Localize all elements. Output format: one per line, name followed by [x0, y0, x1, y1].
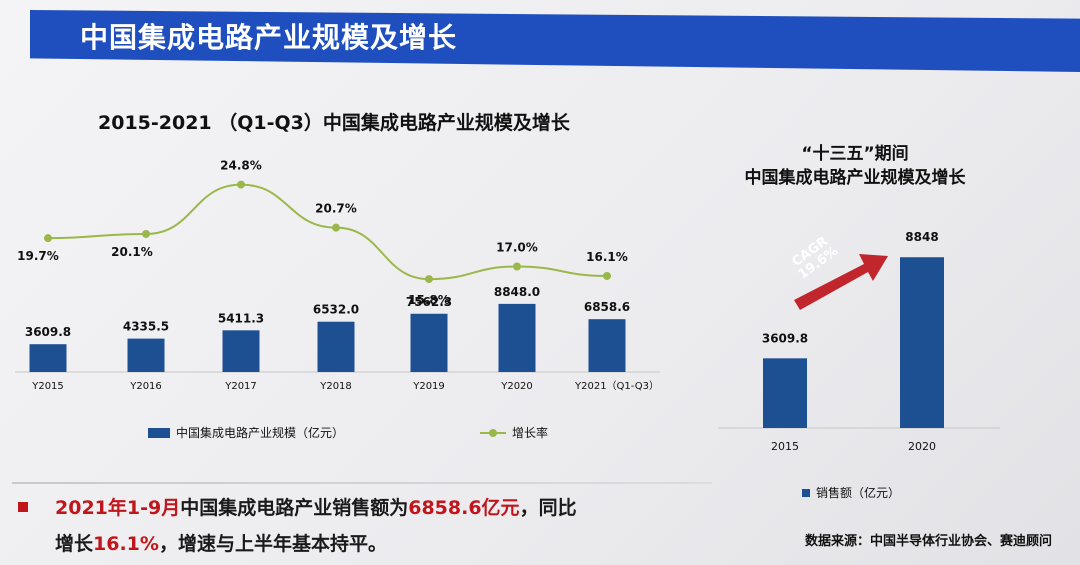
right-bar-0	[763, 358, 807, 428]
bar-3	[317, 321, 355, 372]
growth-point-1	[142, 229, 150, 238]
bar-value-label-6: 6858.6	[584, 300, 630, 314]
bar-value-label-4: 7562.3	[406, 295, 452, 309]
right-bar-value-label-0: 3609.8	[762, 331, 808, 345]
legend-bar: 中国集成电路产业规模（亿元）	[148, 424, 344, 441]
cagr-arrow	[794, 254, 888, 310]
legend-bar-swatch	[148, 427, 170, 438]
legend-bar-label: 中国集成电路产业规模（亿元）	[176, 426, 345, 440]
bar-5	[498, 303, 536, 372]
growth-label-1: 20.1%	[111, 245, 153, 259]
right-chart-title-line2: 中国集成电路产业规模及增长	[744, 168, 966, 188]
growth-label-3: 20.7%	[315, 202, 357, 216]
summary-text-c: 增长	[55, 533, 94, 555]
right-legend-label: 销售额（亿元）	[816, 486, 901, 500]
growth-label-6: 16.1%	[586, 250, 628, 264]
x-tick-label-5: Y2020	[500, 381, 533, 392]
growth-label-4: 15.8%	[408, 293, 450, 307]
growth-point-5	[513, 262, 521, 271]
bar-value-label-2: 5411.3	[218, 311, 264, 325]
bar-value-label-3: 6532.0	[313, 303, 359, 317]
summary-sales-value: 6858.6亿元	[408, 497, 520, 519]
growth-label-5: 17.0%	[496, 241, 538, 255]
x-tick-label-3: Y2018	[319, 381, 352, 392]
summary-period: 2021年1-9月	[55, 497, 181, 519]
growth-point-4	[425, 275, 433, 284]
left-chart-title: 2015-2021 （Q1-Q3）中国集成电路产业规模及增长	[98, 112, 570, 134]
summary-text: 2021年1-9月中国集成电路产业销售额为6858.6亿元，同比增长16.1%，…	[55, 490, 675, 562]
x-tick-label-4: Y2019	[412, 381, 445, 392]
summary-bullet	[18, 502, 28, 512]
right-legend-swatch	[802, 488, 810, 497]
x-tick-label-0: Y2015	[31, 381, 64, 392]
section-divider	[12, 482, 712, 484]
growth-label-2: 24.8%	[220, 159, 262, 173]
growth-label-0: 19.7%	[17, 249, 59, 263]
right-bar-value-label-1: 8848	[905, 230, 938, 244]
growth-rate-line	[47, 183, 608, 281]
data-source: 数据来源：中国半导体行业协会、赛迪顾问	[804, 534, 1052, 549]
bar-2	[222, 330, 260, 372]
x-tick-label-6: Y2021（Q1-Q3）	[574, 380, 659, 392]
summary-text-b: ，同比	[519, 497, 577, 519]
bar-value-label-0: 3609.8	[25, 325, 71, 339]
page-title: 中国集成电路产业规模及增长	[80, 21, 458, 54]
growth-point-6	[603, 271, 611, 280]
growth-point-0	[44, 234, 52, 243]
bar-value-label-1: 4335.5	[123, 320, 169, 334]
right-bar-1	[900, 257, 944, 428]
bar-6	[588, 319, 626, 372]
summary-text-d: ，增速与上半年基本持平。	[158, 533, 387, 555]
x-tick-label-1: Y2016	[129, 381, 162, 392]
right-x-tick-label-1: 2020	[908, 440, 936, 453]
legend-line: 增长率	[480, 424, 548, 441]
bar-1	[127, 338, 165, 372]
right-x-tick-label-0: 2015	[771, 440, 799, 453]
summary-growth-value: 16.1%	[93, 533, 159, 555]
growth-point-3	[332, 223, 340, 232]
right-chart-title: “十三五”期间 中国集成电路产业规模及增长	[690, 142, 1020, 190]
legend-line-swatch	[480, 428, 506, 437]
legend-line-label: 增长率	[512, 426, 549, 440]
right-chart-title-line1: “十三五”期间	[801, 144, 909, 164]
x-tick-label-2: Y2017	[224, 381, 257, 392]
growth-point-2	[237, 180, 245, 189]
bar-value-label-5: 8848.0	[494, 285, 540, 299]
bar-0	[29, 344, 67, 372]
right-legend: 销售额（亿元）	[802, 484, 900, 501]
summary-text-a: 中国集成电路产业销售额为	[180, 497, 409, 519]
bar-4	[410, 313, 448, 372]
